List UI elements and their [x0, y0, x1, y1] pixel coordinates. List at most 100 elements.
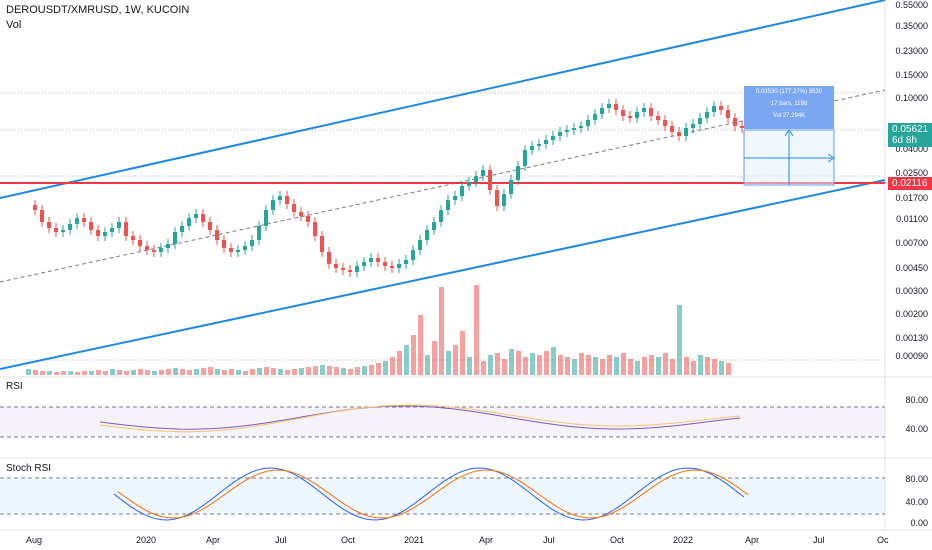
price-tick: 0.35000	[895, 21, 928, 31]
volume-bar	[75, 372, 80, 375]
volume-bar	[593, 357, 598, 375]
time-label: Apr	[745, 535, 760, 545]
volume-bar	[362, 366, 367, 375]
volume-bar	[159, 370, 164, 375]
volume-bar	[502, 359, 507, 375]
candle-body	[698, 118, 702, 124]
candle-body	[299, 212, 303, 216]
volume-bar	[432, 341, 437, 375]
volume-bar	[677, 305, 682, 375]
candle-body	[712, 106, 716, 112]
candle-body	[82, 218, 86, 222]
candle-body	[264, 210, 268, 226]
price-tick: 0.04000	[895, 144, 928, 154]
level-price-tag: 0.02116	[888, 177, 932, 190]
candle-body	[677, 132, 681, 136]
volume-bar	[327, 366, 332, 375]
volume-bar	[89, 371, 94, 375]
volume-bar	[565, 357, 570, 375]
volume-bar	[600, 359, 605, 375]
candle-body	[432, 222, 436, 230]
price-tick: 0.00090	[895, 351, 928, 361]
candle-body	[229, 248, 233, 252]
volume-bar	[103, 371, 108, 375]
price-tick: 0.23000	[895, 46, 928, 56]
stoch-k-line	[113, 467, 745, 521]
time-label: Oct	[610, 535, 625, 545]
candle-body	[250, 240, 254, 246]
volume-bar	[229, 369, 234, 375]
volume-bar	[635, 361, 640, 375]
candle-body	[691, 124, 695, 128]
price-tick: 0.15000	[895, 70, 928, 80]
volume-bar	[47, 371, 52, 375]
volume-bar	[509, 349, 514, 375]
volume-bar	[54, 372, 59, 375]
candle-body	[502, 194, 506, 206]
candle-body	[278, 196, 282, 200]
volume-bar	[299, 368, 304, 375]
candle-body	[159, 248, 163, 252]
candle-body	[208, 222, 212, 230]
volume-bar	[467, 357, 472, 375]
volume-label: Vol	[6, 19, 22, 31]
time-label: Jul	[813, 535, 825, 545]
stoch-d-line	[117, 469, 749, 519]
rsi-label[interactable]: RSI	[6, 381, 23, 392]
candle-body	[96, 230, 100, 236]
volume-bar	[40, 371, 45, 375]
candle-body	[614, 104, 618, 110]
volume-bar	[61, 371, 66, 375]
volume-bar	[306, 367, 311, 375]
stoch-rsi-label[interactable]: Stoch RSI	[6, 463, 52, 474]
candle-body	[516, 166, 520, 180]
volume-bar	[719, 361, 724, 375]
candle-body	[439, 210, 443, 222]
time-label: Apr	[479, 535, 494, 545]
rsi-tick: 40.00	[905, 424, 928, 434]
volume-bar	[376, 363, 381, 375]
volume-bar	[684, 357, 689, 375]
volume-bar	[369, 365, 374, 375]
tooltip-change: 0.03530 (177.27%) 3530	[755, 89, 823, 95]
candle-body	[649, 108, 653, 116]
volume-bar	[439, 287, 444, 375]
candle-body	[285, 196, 289, 204]
volume-bar	[537, 355, 542, 375]
price-tick: 0.00130	[895, 333, 928, 343]
candle-body	[138, 240, 142, 246]
candle-body	[40, 210, 44, 222]
candle-body	[558, 132, 562, 136]
volume-bar	[558, 355, 563, 375]
candle-body	[593, 114, 597, 120]
candle-body	[68, 224, 72, 230]
candle-body	[509, 180, 513, 194]
volume-bar	[551, 347, 556, 375]
candle-body	[656, 116, 660, 120]
volume-bar	[138, 369, 143, 375]
volume-bar	[397, 351, 402, 375]
candle-body	[222, 240, 226, 248]
symbol-title[interactable]: DEROUSDT/XMRUSD, 1W, KUCOIN	[6, 4, 190, 16]
volume-bar	[33, 370, 38, 375]
volume-bar	[390, 357, 395, 375]
candle-body	[565, 130, 569, 132]
candle-body	[621, 110, 625, 116]
candle-body	[397, 264, 401, 268]
candle-body	[383, 262, 387, 266]
price-tick: 0.00300	[895, 286, 928, 296]
volume-bar	[173, 368, 178, 375]
volume-bar	[264, 367, 269, 375]
time-label: 2020	[136, 535, 157, 545]
candle-body	[579, 126, 583, 128]
candle-body	[670, 126, 674, 132]
last-price-tag: 0.05621 6d 8h	[888, 123, 932, 147]
candle-body	[47, 222, 51, 228]
volume-bar	[194, 369, 199, 375]
candle-body	[495, 190, 499, 206]
candle-body	[327, 252, 331, 264]
candle-body	[110, 228, 114, 232]
candle-body	[54, 228, 58, 232]
candle-body	[628, 116, 632, 118]
